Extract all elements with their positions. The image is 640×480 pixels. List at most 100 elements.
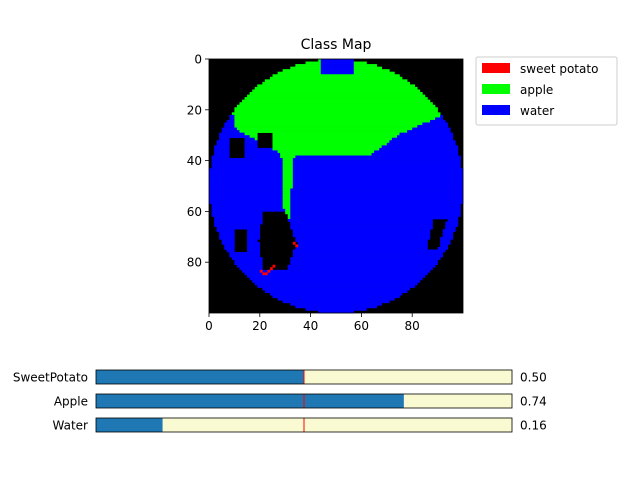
water-cell [216, 226, 261, 230]
water-cell [211, 208, 286, 212]
water-cell [287, 264, 436, 268]
apple-cell [282, 193, 291, 197]
water-cell [290, 226, 433, 230]
water-cell [437, 246, 449, 250]
apple-cell [282, 69, 322, 72]
water-cell [209, 198, 283, 202]
water-cell [226, 249, 235, 253]
water-cell [287, 267, 433, 271]
water-cell [295, 305, 377, 309]
apple-cell [282, 158, 294, 161]
water-cell [247, 249, 261, 253]
bar-frame [95, 417, 513, 433]
apple-cell [282, 170, 294, 174]
water-cell [209, 168, 283, 172]
water-cell [290, 193, 464, 197]
water-cell [277, 297, 395, 301]
water-cell [216, 140, 230, 144]
water-cell [209, 173, 283, 177]
apple-cell [272, 145, 383, 149]
water-cell [231, 257, 263, 260]
water-cell [292, 183, 464, 187]
water-cell [247, 234, 261, 238]
apple-cell [244, 132, 258, 136]
water-cell [244, 155, 281, 159]
water-cell [219, 236, 235, 240]
water-cell [247, 241, 261, 245]
legend: sweet potato apple water [475, 56, 618, 126]
water-cell [417, 125, 449, 128]
water-cell [442, 231, 454, 235]
apple-cell [282, 175, 294, 179]
x-tick-label: 20 [252, 319, 267, 333]
water-cell [221, 130, 240, 133]
bar-fill [96, 418, 163, 432]
apple-cell [282, 168, 294, 172]
apple-cell [231, 112, 441, 116]
water-cell [244, 272, 428, 276]
apple-cell [254, 86, 418, 90]
bar-value-label: 0.74 [520, 395, 547, 409]
water-cell [292, 173, 464, 177]
apple-cell [247, 94, 426, 98]
water-cell [320, 59, 355, 62]
water-cell [209, 180, 283, 184]
water-cell [407, 130, 451, 133]
water-cell [214, 145, 230, 149]
y-tick-label: 60 [187, 205, 202, 219]
water-cell [320, 69, 355, 72]
water-cell [292, 163, 461, 166]
water-cell [391, 137, 454, 141]
apple-cell [262, 81, 410, 85]
apple-cell [282, 165, 294, 169]
water-cell [214, 221, 263, 225]
apple-cell [249, 92, 423, 95]
bar-row-sweetpotato: SweetPotato 0.50 [13, 369, 547, 385]
water-cell [209, 186, 283, 189]
water-cell [292, 234, 431, 238]
water-cell [244, 142, 258, 146]
water-cell [209, 188, 283, 192]
water-cell [244, 145, 258, 149]
water-cell [292, 252, 443, 255]
apple-cell [282, 201, 291, 205]
water-cell [219, 132, 245, 136]
bar-value-label: 0.16 [520, 419, 547, 433]
apple-cell [236, 127, 413, 131]
water-cell [229, 254, 261, 258]
water-cell [211, 155, 230, 159]
water-cell [242, 269, 431, 273]
water-cell [214, 219, 263, 222]
water-cell [290, 257, 441, 260]
water-cell [221, 241, 235, 245]
apple-cell [277, 150, 375, 154]
water-cell [219, 135, 250, 139]
chart-title: Class Map [301, 37, 372, 53]
water-cell [292, 249, 446, 253]
water-cell [292, 186, 464, 189]
sweet-potato-cell [259, 269, 263, 273]
apple-cell [234, 117, 436, 121]
water-cell [290, 211, 461, 215]
apple-cell [252, 89, 421, 93]
y-tick-label: 20 [187, 103, 202, 117]
apple-cell [282, 160, 294, 164]
water-cell [247, 244, 261, 248]
y-tick-label: 40 [187, 154, 202, 168]
water-cell [381, 145, 459, 149]
water-cell [257, 285, 416, 288]
legend-entry-apple: apple [482, 83, 553, 97]
water-cell [445, 224, 459, 227]
apple-cell [272, 142, 388, 146]
water-cell [219, 137, 230, 141]
water-cell [290, 213, 461, 217]
water-cell [290, 224, 433, 227]
water-cell [224, 246, 235, 250]
apple-cell [280, 152, 372, 156]
apple-cell [295, 64, 322, 67]
water-cell [320, 66, 355, 70]
water-cell [290, 188, 464, 192]
probability-bars: SweetPotato 0.50 Apple 0.74 Water 0.16 [13, 369, 547, 433]
water-cell [290, 208, 461, 212]
